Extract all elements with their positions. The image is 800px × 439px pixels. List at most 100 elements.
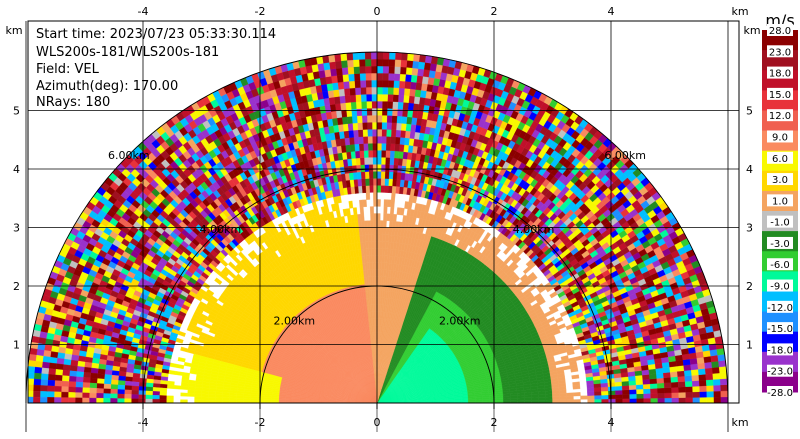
velocity-gate <box>379 263 382 270</box>
velocity-gate <box>251 399 258 401</box>
velocity-gate <box>552 397 559 400</box>
velocity-gate <box>547 317 555 323</box>
velocity-gate <box>538 394 545 397</box>
velocity-gate <box>374 228 377 235</box>
velocity-gate <box>379 312 381 319</box>
velocity-gate <box>265 397 272 399</box>
velocity-gate <box>370 214 373 221</box>
velocity-gate <box>383 214 387 221</box>
velocity-gate <box>377 249 380 256</box>
velocity-gate <box>496 399 503 401</box>
velocity-gate <box>209 394 216 397</box>
velocity-gate <box>372 263 375 270</box>
velocity-gate <box>384 263 387 270</box>
velocity-gate <box>379 270 382 277</box>
velocity-gate <box>195 393 202 397</box>
velocity-gate <box>484 232 491 240</box>
velocity-gate <box>555 360 563 365</box>
velocity-gate <box>373 199 377 206</box>
velocity-gate <box>188 390 195 394</box>
velocity-gate <box>559 396 566 399</box>
velocity-gate <box>517 398 524 401</box>
velocity-gate <box>387 214 391 221</box>
velocity-gate <box>559 393 566 397</box>
velocity-gate <box>204 323 212 329</box>
velocity-gate <box>538 397 545 400</box>
velocity-gate <box>377 214 380 221</box>
velocity-gate <box>251 396 258 398</box>
velocity-gate <box>377 199 381 206</box>
velocity-gate <box>368 235 371 242</box>
velocity-gate <box>391 200 395 207</box>
velocity-gate <box>510 398 517 401</box>
velocity-gate <box>545 397 552 400</box>
velocity-gate <box>573 382 580 386</box>
velocity-gate <box>374 235 377 242</box>
velocity-gate <box>382 256 385 263</box>
velocity-gate <box>372 256 375 263</box>
velocity-gate <box>374 249 377 256</box>
velocity-gate <box>379 284 381 291</box>
velocity-gate <box>379 277 381 284</box>
velocity-gate <box>191 336 199 342</box>
velocity-gate <box>381 291 383 298</box>
velocity-gate <box>389 228 393 235</box>
velocity-gate <box>216 395 223 398</box>
velocity-gate <box>387 200 391 207</box>
velocity-gate <box>368 228 371 235</box>
velocity-gate <box>374 214 377 221</box>
velocity-gate <box>371 221 374 228</box>
velocity-gate <box>386 235 389 242</box>
velocity-gate <box>237 393 244 396</box>
velocity-gate <box>244 398 251 401</box>
velocity-gate <box>286 400 293 402</box>
velocity-gate <box>380 242 383 249</box>
velocity-gate <box>371 228 374 235</box>
velocity-gate <box>377 242 380 249</box>
velocity-gate <box>380 249 383 256</box>
velocity-gate <box>563 366 571 371</box>
velocity-gate <box>285 220 291 228</box>
velocity-gate <box>195 397 202 400</box>
velocity-gate <box>384 200 388 207</box>
velocity-gate <box>545 391 552 394</box>
velocity-gate <box>202 394 209 397</box>
velocity-gate <box>202 391 209 394</box>
velocity-gate <box>184 362 192 367</box>
velocity-gate <box>524 398 531 401</box>
velocity-gate <box>371 235 374 242</box>
velocity-gate <box>382 263 385 270</box>
velocity-gate <box>545 394 552 397</box>
velocity-gate <box>230 395 237 398</box>
velocity-gate <box>383 228 386 235</box>
velocity-gate <box>558 324 566 330</box>
velocity-gate <box>555 317 563 323</box>
velocity-gate <box>386 228 389 235</box>
velocity-gate <box>379 305 381 312</box>
velocity-gate <box>377 221 380 228</box>
velocity-gate <box>336 210 341 218</box>
velocity-gate <box>552 393 559 397</box>
velocity-gate <box>188 393 195 397</box>
velocity-gate <box>209 397 216 400</box>
velocity-gate <box>572 375 580 379</box>
velocity-gate <box>230 398 237 401</box>
velocity-gate <box>349 201 353 209</box>
velocity-gate <box>359 200 363 207</box>
velocity-gate <box>574 399 581 403</box>
velocity-gate <box>374 242 377 249</box>
velocity-gate <box>377 235 380 242</box>
velocity-gate <box>381 277 383 284</box>
velocity-gate <box>180 400 187 403</box>
velocity-gate <box>360 207 364 214</box>
velocity-gate <box>367 221 371 228</box>
velocity-gate <box>371 242 374 249</box>
velocity-gate <box>372 249 375 256</box>
velocity-gate <box>373 277 375 284</box>
velocity-gate <box>216 397 223 400</box>
velocity-gate <box>237 398 244 401</box>
velocity-gate <box>383 235 386 242</box>
velocity-gate <box>195 390 202 394</box>
